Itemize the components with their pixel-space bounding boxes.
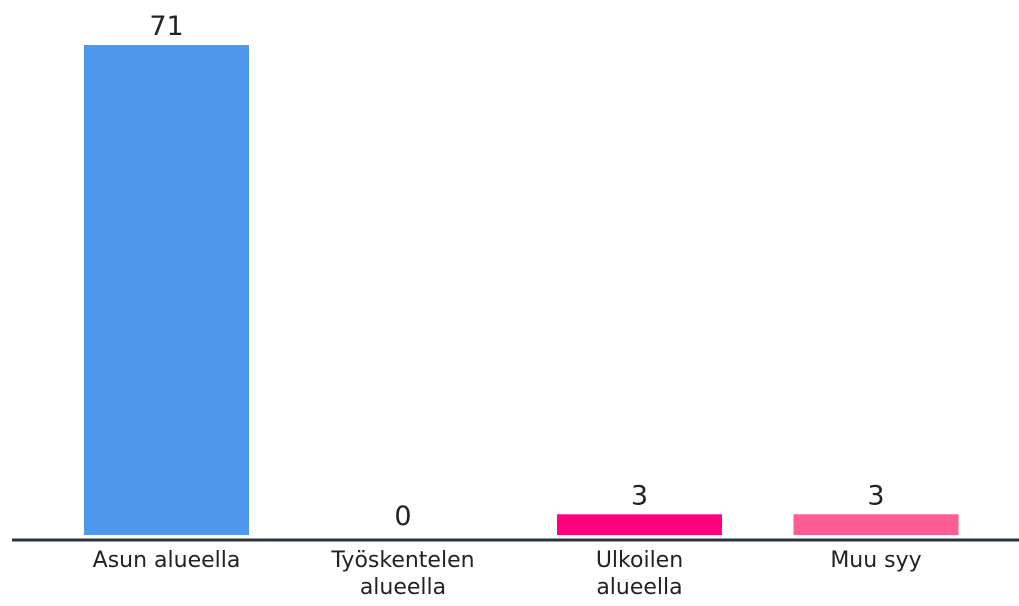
value-label-0: 71: [149, 11, 183, 42]
value-label-2: 3: [631, 480, 648, 511]
category-label-0-line-0: Asun alueella: [93, 548, 241, 573]
category-label-2-line-1: alueella: [596, 575, 682, 600]
category-label-1-line-1: alueella: [360, 575, 446, 600]
bars-layer: [84, 45, 959, 535]
category-labels-layer: Asun alueella Työskentelen alueellaUlkoile…: [93, 548, 922, 600]
category-label-2: Ulkoilen alueella: [596, 548, 683, 600]
category-label-1: Työskentelen alueella: [330, 548, 474, 600]
value-label-1: 0: [394, 501, 411, 532]
category-label-0: Asun alueella: [93, 548, 241, 573]
bar-0: [84, 45, 249, 535]
bar-3: [793, 514, 959, 535]
category-label-3-line-0: Muu syy: [830, 548, 921, 573]
category-label-3: Muu syy: [830, 548, 921, 573]
category-label-1-line-0: Työskentelen: [330, 548, 474, 573]
bar-2: [557, 514, 722, 535]
value-labels-layer: 71 0 3 3: [149, 11, 884, 532]
category-label-2-line-0: Ulkoilen: [596, 548, 683, 573]
value-label-3: 3: [867, 480, 884, 511]
